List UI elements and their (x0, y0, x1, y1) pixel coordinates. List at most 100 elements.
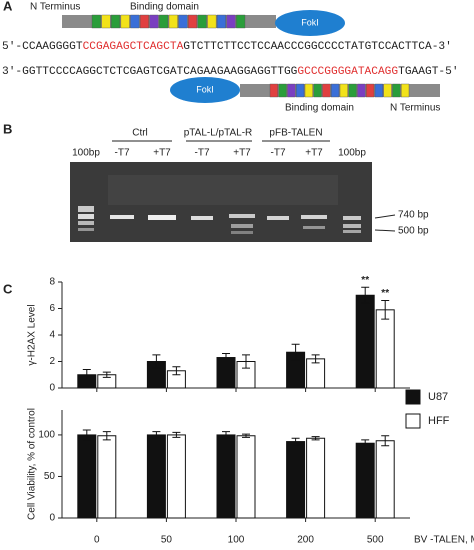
y-axis-label: γ-H2AX Level (27, 304, 38, 365)
gel-band (78, 214, 94, 219)
error-bar (222, 353, 230, 362)
repeat-block (313, 83, 322, 98)
n-terminus: N Terminus (30, 2, 80, 13)
panel-label: A (3, 0, 13, 13)
y-tick-label: 2 (49, 356, 55, 367)
sequence: 3'-GGTTCCCCAGGCTCTCGAGTCGATCAGAAGAAGGAGG… (2, 66, 459, 78)
lane-label: +T7 (305, 148, 323, 159)
repeat-block (111, 14, 121, 29)
repeat-block (236, 14, 246, 29)
error-bar (102, 431, 111, 441)
repeat-block (304, 83, 313, 98)
error-bar (311, 354, 320, 364)
error-bar (291, 343, 300, 361)
legend-swatch (405, 389, 421, 405)
repeat-block (331, 83, 340, 98)
legend-swatch (405, 413, 421, 429)
lane-label: 100bp (338, 148, 366, 159)
repeat-block (91, 14, 101, 29)
seq-part: 3'-GGTTCCCCAGGCTCTCGAGTCGATCAGAAGAAGGAGG… (2, 66, 298, 78)
error-bar (311, 436, 320, 441)
n-terminus: N Terminus (390, 103, 440, 114)
bar (216, 357, 236, 389)
gel-band (303, 226, 325, 229)
error-bar (381, 300, 390, 320)
annotation: ** (381, 288, 389, 299)
error-bar (361, 439, 370, 448)
gel-band (267, 216, 289, 220)
repeat-block (101, 14, 111, 29)
binding-domain: Binding domain (130, 2, 199, 13)
bar (146, 434, 166, 519)
foki-label: FokI (301, 17, 319, 27)
error-bar (152, 431, 161, 439)
marker-label: 500 bp (398, 226, 429, 237)
x-tick-label: 200 (297, 535, 314, 546)
marker-label: 740 bp (398, 210, 429, 221)
repeat-block (278, 83, 287, 98)
gel-band (231, 224, 253, 228)
seq-target: CCGAGAGCTCAGCTA (83, 41, 184, 53)
x-tick-label: 100 (228, 535, 245, 546)
y-tick-label: 8 (49, 277, 55, 288)
legend-label: HFF (428, 415, 450, 427)
repeat-block (207, 14, 217, 29)
bar (97, 435, 117, 519)
error-bar (361, 286, 370, 304)
bar (236, 435, 256, 519)
repeat-block (216, 14, 226, 29)
gel-band (191, 216, 213, 220)
panel-label: B (3, 121, 12, 136)
y-tick-label: 0 (49, 513, 55, 524)
lane-label: -T7 (271, 148, 286, 159)
error-bar (172, 431, 181, 438)
y-tick-label: 0 (49, 383, 55, 394)
repeat-block (348, 83, 357, 98)
foki-domain (170, 77, 240, 103)
group-label: pTAL-L/pTAL-R (184, 128, 253, 139)
repeat-block (339, 83, 348, 98)
lane-label: -T7 (115, 148, 130, 159)
gel-band (110, 215, 134, 219)
repeat-block (120, 14, 130, 29)
gel-band (78, 228, 94, 231)
seq-part: 5'-CCAAGGGGT (2, 41, 83, 53)
repeat-block (168, 14, 178, 29)
annotation: ** (361, 275, 369, 286)
y-tick-label: 4 (49, 330, 55, 341)
error-bar (152, 354, 161, 369)
repeat-block (197, 14, 207, 29)
repeat-block (401, 83, 410, 98)
y-axis-label: Cell Viability, % of control (27, 408, 38, 520)
error-bar (291, 437, 300, 446)
lane-label: +T7 (233, 148, 251, 159)
bar (375, 309, 395, 389)
x-axis-label: BV -TALEN, MOI (414, 535, 474, 546)
repeat-block (139, 14, 149, 29)
error-bar (82, 368, 91, 381)
binding-domain: Binding domain (285, 103, 354, 114)
arrow (374, 229, 396, 232)
foki-label: FokI (196, 84, 214, 94)
repeat-block (296, 83, 305, 98)
gel-smear (108, 175, 338, 205)
gel-band (229, 214, 255, 218)
gel-band (343, 216, 361, 220)
gel-band (231, 231, 253, 234)
x-tick-label: 50 (161, 535, 173, 546)
error-bar (242, 354, 250, 369)
repeat-block (149, 14, 159, 29)
bar (306, 437, 326, 519)
gel-lanes (78, 175, 361, 234)
repeat-block (159, 14, 169, 29)
gel-band (78, 221, 94, 225)
talen-bar (240, 83, 440, 98)
repeat-block (392, 83, 401, 98)
bar (375, 440, 395, 519)
bar (355, 442, 375, 519)
sequence: 5'-CCAAGGGGTCCGAGAGCTCAGCTAGTCTTCTTCCTCC… (2, 41, 452, 53)
error-bar (381, 435, 390, 447)
y-tick-label: 50 (44, 471, 56, 482)
lane-label: +T7 (153, 148, 171, 159)
x-tick-label: 0 (94, 535, 100, 546)
